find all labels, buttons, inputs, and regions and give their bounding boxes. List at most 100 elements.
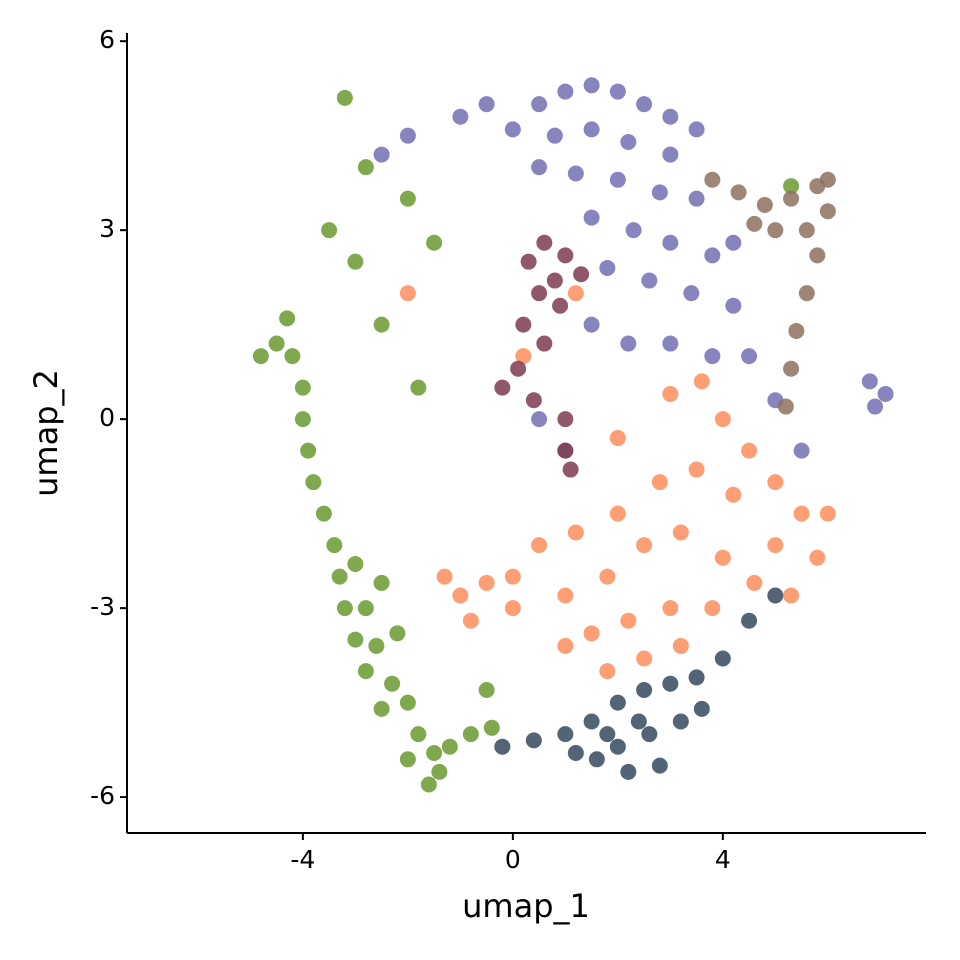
point <box>767 587 784 604</box>
point <box>478 682 495 699</box>
point <box>704 600 721 617</box>
point <box>672 524 689 541</box>
point <box>531 159 548 176</box>
point <box>357 159 374 176</box>
point <box>609 738 626 755</box>
point <box>389 625 406 642</box>
point <box>693 373 710 390</box>
point <box>294 411 311 428</box>
point <box>557 83 574 100</box>
point <box>867 398 884 415</box>
point <box>373 700 390 717</box>
point <box>662 600 679 617</box>
point <box>536 234 553 251</box>
point <box>662 108 679 125</box>
point <box>793 505 810 522</box>
point <box>357 600 374 617</box>
point <box>588 751 605 768</box>
point <box>567 745 584 761</box>
point <box>746 574 763 591</box>
point <box>347 253 364 270</box>
point <box>641 272 658 289</box>
point <box>546 272 563 289</box>
point <box>714 650 731 667</box>
x-tick-label: 4 <box>715 845 731 874</box>
point <box>798 222 815 239</box>
point <box>504 568 521 585</box>
point <box>410 379 427 396</box>
point <box>714 411 731 428</box>
point <box>704 247 721 264</box>
point <box>510 360 527 377</box>
point <box>777 398 794 415</box>
point <box>809 247 826 264</box>
point <box>583 121 600 138</box>
point <box>819 505 836 522</box>
point <box>662 335 679 352</box>
point <box>672 713 689 730</box>
point <box>819 171 836 188</box>
point <box>798 285 815 302</box>
point <box>861 373 878 390</box>
point <box>399 190 416 207</box>
point <box>599 726 616 743</box>
point <box>583 625 600 642</box>
point <box>609 505 626 522</box>
point <box>399 751 416 768</box>
point <box>730 184 747 201</box>
point <box>315 505 332 522</box>
point <box>693 700 710 717</box>
point <box>268 335 285 352</box>
point <box>515 348 532 365</box>
point <box>525 732 542 749</box>
point <box>436 568 453 585</box>
point <box>347 556 364 573</box>
point <box>583 77 600 94</box>
point <box>688 669 705 686</box>
point <box>515 316 532 333</box>
point <box>783 360 800 377</box>
point <box>567 524 584 541</box>
point <box>620 763 637 780</box>
point <box>741 442 758 459</box>
point <box>504 121 521 138</box>
point <box>609 430 626 447</box>
point <box>525 392 542 409</box>
point <box>410 726 427 743</box>
point <box>725 297 742 314</box>
point <box>504 600 521 617</box>
y-tick-label: 0 <box>99 403 115 432</box>
point <box>630 713 647 730</box>
point <box>562 461 579 478</box>
point <box>478 96 495 113</box>
point <box>567 165 584 182</box>
point <box>357 663 374 680</box>
point <box>284 348 301 365</box>
point <box>494 738 511 755</box>
point <box>767 474 784 491</box>
point <box>420 776 437 793</box>
point <box>809 549 826 566</box>
point <box>336 89 353 106</box>
point <box>452 587 469 604</box>
point <box>783 587 800 604</box>
point <box>662 234 679 251</box>
point <box>641 726 658 743</box>
point <box>688 461 705 478</box>
point <box>783 178 800 195</box>
y-tick-label: 6 <box>99 25 115 54</box>
point <box>819 203 836 220</box>
x-axis-title: umap_1 <box>462 887 590 925</box>
point <box>279 310 296 327</box>
point <box>725 486 742 503</box>
point <box>620 612 637 629</box>
point <box>783 190 800 207</box>
point <box>431 763 448 780</box>
point <box>520 253 537 270</box>
point <box>373 316 390 333</box>
point <box>672 637 689 654</box>
point <box>552 297 569 314</box>
point <box>252 348 269 365</box>
point <box>683 285 700 302</box>
point <box>557 247 574 264</box>
